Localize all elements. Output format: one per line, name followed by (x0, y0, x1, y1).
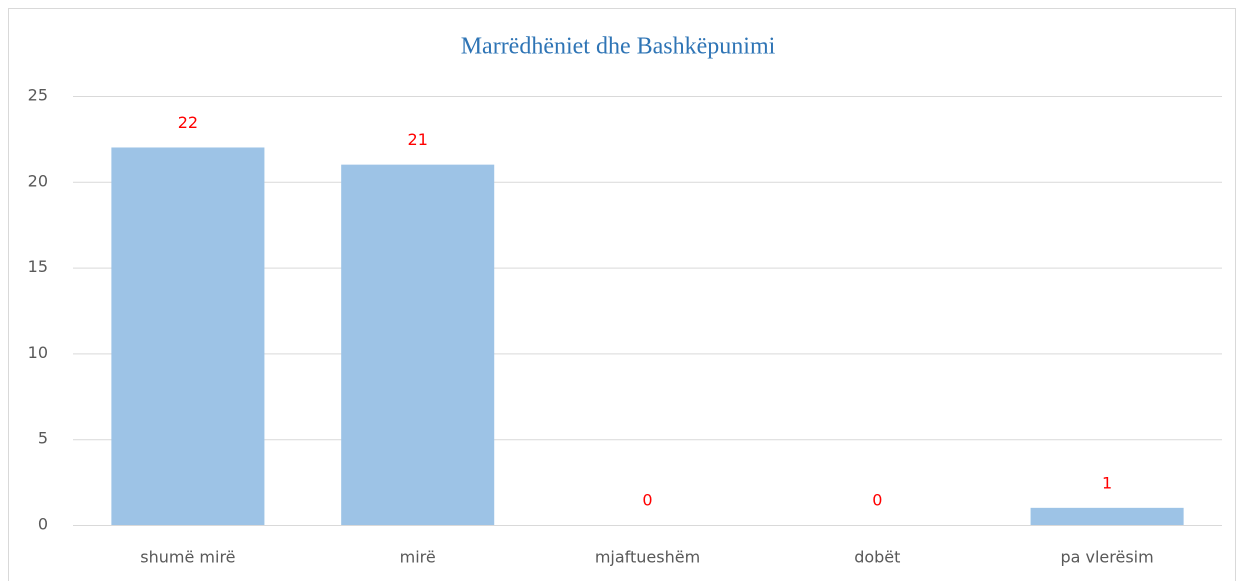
data-label: 0 (872, 491, 882, 510)
x-tick-label: dobët (854, 548, 900, 567)
bar (341, 164, 495, 525)
y-tick-label: 0 (38, 515, 48, 534)
data-label: 0 (642, 491, 652, 510)
x-tick-label: mirë (400, 548, 436, 567)
x-tick-label: pa vlerësim (1060, 548, 1153, 567)
y-tick-label: 10 (28, 343, 48, 362)
chart-title: Marrëdhëniet dhe Bashkëpunimi (461, 34, 776, 60)
bar (1030, 507, 1184, 525)
bar (111, 147, 265, 526)
y-tick-label: 20 (28, 171, 48, 190)
data-label: 22 (178, 113, 198, 132)
y-tick-label: 25 (28, 86, 48, 105)
data-label: 21 (408, 130, 428, 149)
x-tick-label: shumë mirë (140, 548, 235, 567)
data-label: 1 (1102, 473, 1112, 492)
y-tick-label: 15 (28, 257, 48, 276)
x-tick-label: mjaftueshëm (595, 548, 700, 567)
y-tick-label: 5 (38, 429, 48, 448)
